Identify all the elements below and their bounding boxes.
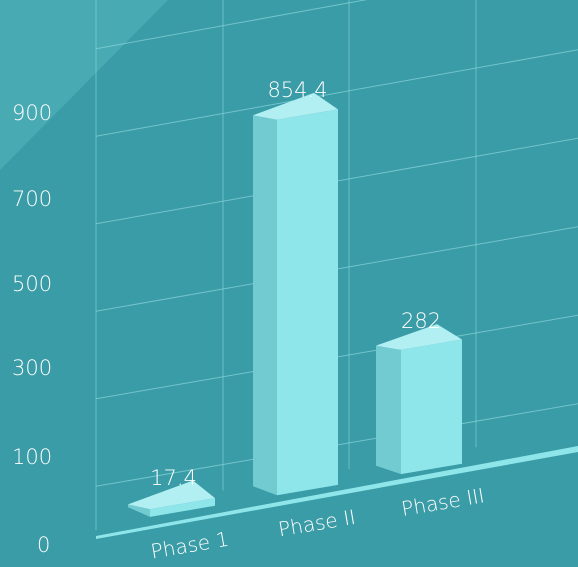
floor [96,446,578,539]
bar [150,498,215,517]
gridline [95,49,578,137]
y-tick-label: 900 [12,101,53,125]
bar-side [376,345,401,475]
gridline [95,0,368,50]
y-tick-label: 0 [37,533,51,557]
gridlines [95,0,578,530]
y-tick-label: 700 [12,187,53,211]
data-label: 282 [401,309,441,333]
floor-edge [96,446,578,539]
bar-top [376,324,462,350]
data-label: 854.4 [267,78,327,102]
x-tick-label: Phase 1 [149,527,231,564]
bar [401,339,462,475]
y-tick-label: 300 [12,356,53,380]
corner-highlight [0,0,168,170]
data-label: 17.4 [150,466,197,490]
bar-side [128,504,150,517]
bars: 17.4 854.4 282 [128,78,462,517]
bar-top [128,480,215,510]
y-tick-label: 500 [12,272,53,296]
y-tick-label: 100 [12,445,53,469]
bar-side [253,115,277,496]
x-tick-label: Phase II [276,505,357,542]
x-tick-label: Phase III [400,483,487,521]
bar [277,109,338,496]
bar-top [253,92,338,120]
